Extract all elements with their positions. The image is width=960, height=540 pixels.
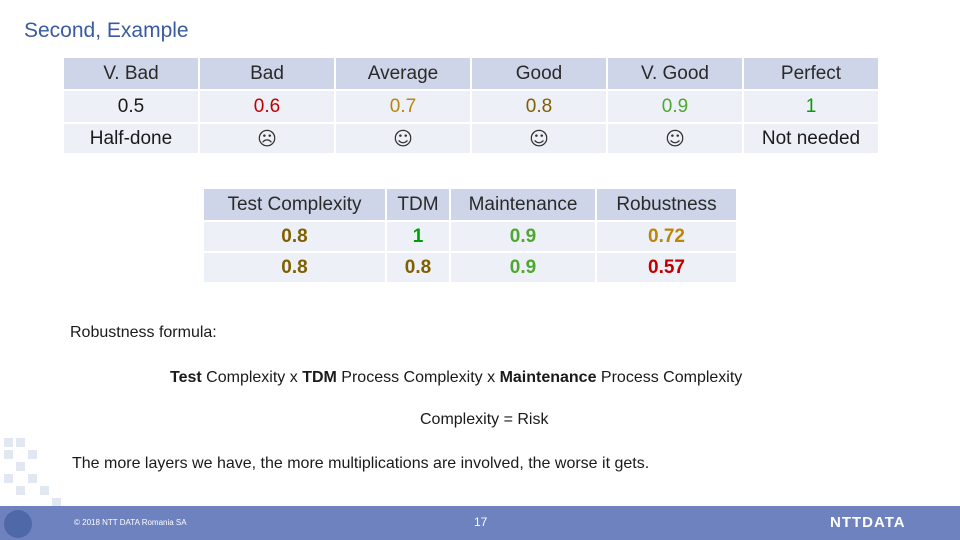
sad-face-icon: ☹ xyxy=(200,124,334,153)
scale-value-cell: 0.9 xyxy=(608,91,742,122)
smile-icon: ☺ xyxy=(472,124,606,153)
scale-header-v-bad: V. Bad xyxy=(64,58,198,89)
rating-scale-mood-row: Half-done ☹ ☺ ☺ ☺ Not needed xyxy=(64,124,878,153)
smile-icon: ☺ xyxy=(608,124,742,153)
scale-header-v-good: V. Good xyxy=(608,58,742,89)
scale-value-cell: 0.8 xyxy=(472,91,606,122)
metric-cell: 0.8 xyxy=(387,253,449,282)
slide-title: Second, Example xyxy=(24,19,189,42)
copyright-text: © 2018 NTT DATA Romania SA xyxy=(74,518,187,527)
metric-cell: 0.9 xyxy=(451,222,595,251)
robustness-metric-table: Test Complexity TDM Maintenance Robustne… xyxy=(202,187,738,284)
formula-term-test: Test xyxy=(170,369,202,386)
robustness-formula: Test Complexity x TDM Process Complexity… xyxy=(170,369,742,387)
scale-value-cell: 0.7 xyxy=(336,91,470,122)
metric-header-row: Test Complexity TDM Maintenance Robustne… xyxy=(204,189,736,220)
rating-scale-header-row: V. Bad Bad Average Good V. Good Perfect xyxy=(64,58,878,89)
not-needed-label: Not needed xyxy=(744,124,878,153)
scale-value-cell: 0.6 xyxy=(200,91,334,122)
scale-header-bad: Bad xyxy=(200,58,334,89)
scale-header-average: Average xyxy=(336,58,470,89)
metric-cell: 1 xyxy=(387,222,449,251)
formula-text: Process Complexity x xyxy=(336,369,500,386)
formula-term-tdm: TDM xyxy=(302,369,337,386)
metric-row: 0.8 1 0.9 0.72 xyxy=(204,222,736,251)
layers-statement: The more layers we have, the more multip… xyxy=(72,455,650,472)
metric-header-test-complexity: Test Complexity xyxy=(204,189,385,220)
scale-value-cell: 1 xyxy=(744,91,878,122)
metric-cell: 0.8 xyxy=(204,222,385,251)
scale-value-cell: 0.5 xyxy=(64,91,198,122)
slide-footer: © 2018 NTT DATA Romania SA 17 NTTDATA xyxy=(0,506,960,540)
globe-icon xyxy=(4,510,32,538)
scale-header-perfect: Perfect xyxy=(744,58,878,89)
formula-text: Process Complexity xyxy=(596,369,743,386)
metric-header-robustness: Robustness xyxy=(597,189,736,220)
formula-term-maintenance: Maintenance xyxy=(499,369,597,386)
complexity-risk-statement: Complexity = Risk xyxy=(420,411,549,428)
rating-scale-value-row: 0.5 0.6 0.7 0.8 0.9 1 xyxy=(64,91,878,122)
scale-header-good: Good xyxy=(472,58,606,89)
metric-row: 0.8 0.8 0.9 0.57 xyxy=(204,253,736,282)
metric-cell: 0.57 xyxy=(597,253,736,282)
ntt-data-logo: NTTDATA xyxy=(830,514,906,531)
decorative-squares xyxy=(0,430,80,510)
smile-icon: ☺ xyxy=(336,124,470,153)
half-done-label: Half-done xyxy=(64,124,198,153)
metric-cell: 0.72 xyxy=(597,222,736,251)
metric-header-maintenance: Maintenance xyxy=(451,189,595,220)
metric-header-tdm: TDM xyxy=(387,189,449,220)
rating-scale-table: V. Bad Bad Average Good V. Good Perfect … xyxy=(62,56,880,155)
robustness-formula-label: Robustness formula: xyxy=(70,324,217,341)
metric-cell: 0.8 xyxy=(204,253,385,282)
metric-cell: 0.9 xyxy=(451,253,595,282)
formula-text: Complexity x xyxy=(201,369,303,386)
page-number: 17 xyxy=(474,515,488,529)
